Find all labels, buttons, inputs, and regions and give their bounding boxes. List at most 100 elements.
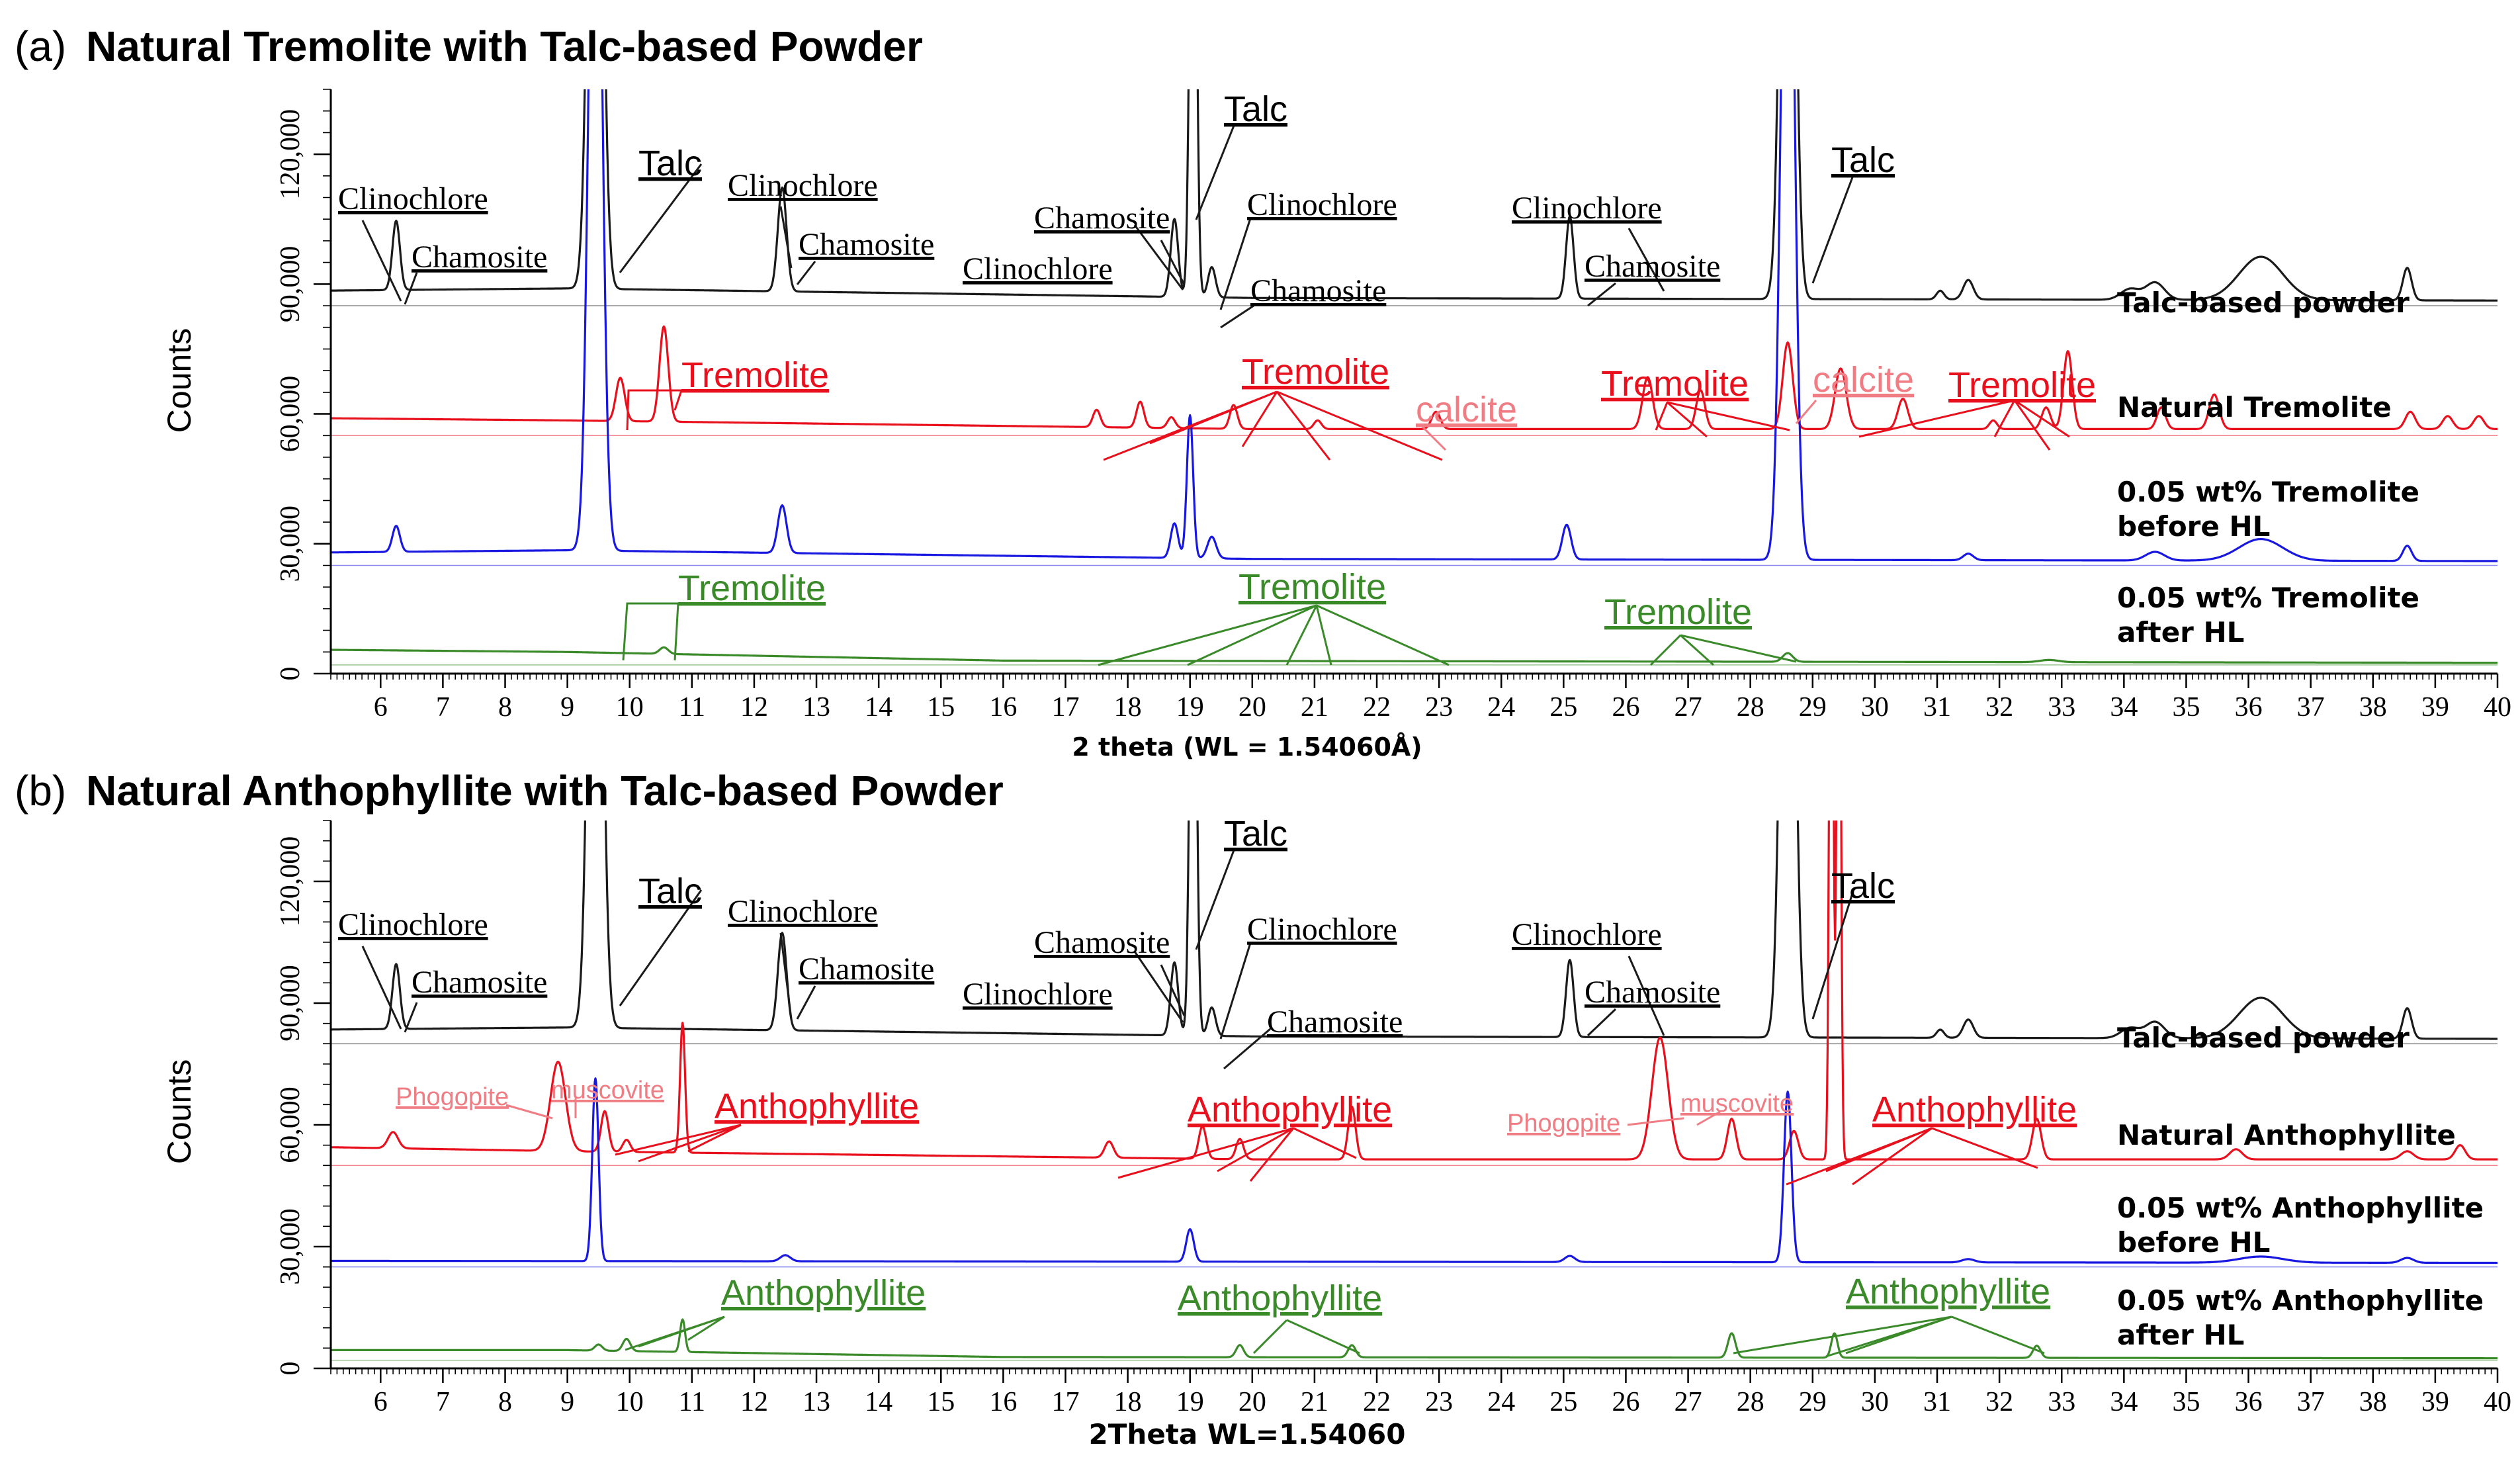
- panel-a-annotation-chamosite: Chamosite: [412, 240, 547, 275]
- panel-a-y-tick-label: 90,000: [275, 246, 306, 323]
- panel-b-green-leaders: [625, 1315, 2045, 1358]
- panel-b-annotation-chamosite: Chamosite: [1585, 975, 1720, 1010]
- panel-a-annotation-tremolite-after: Tremolite: [1238, 567, 1386, 607]
- panel-b-annotation-clinochlore: Clinochlore: [1512, 917, 1662, 952]
- panel-b-y-tick-label: 120,000: [275, 836, 306, 927]
- panel-b-x-tick-label: 13: [803, 1387, 830, 1417]
- panel-a-x-tick-label: 16: [989, 692, 1017, 723]
- panel-a-annotation-calcite: calcite: [1813, 360, 1914, 400]
- panel-a-x-tick-label: 17: [1051, 692, 1079, 723]
- panel-a-series-label-talc: Talc-based powder: [2117, 287, 2410, 319]
- panel-a-y-axis-label: Counts: [161, 328, 198, 433]
- panel-a-annotation-chamosite: Chamosite: [1250, 273, 1386, 308]
- panel-a: (a) Natural Tremolite with Talc-based Po…: [15, 22, 2511, 762]
- panel-a-x-tick-label: 26: [1612, 692, 1639, 723]
- panel-b-red-leaders: [615, 1124, 2038, 1186]
- panel-b-y-tick-label: 90,000: [275, 965, 306, 1042]
- panel-a-x-tick-label: 30: [1861, 692, 1889, 723]
- panel-b-x-tick-label: 38: [2359, 1387, 2387, 1417]
- panel-b-series-0-05-wt-anthophyllite-before-hl: [331, 1077, 2498, 1264]
- panel-b-x-tick-label: 30: [1861, 1387, 1889, 1417]
- panel-a-y-tick-label: 30,000: [275, 506, 306, 582]
- panel-a-black-leaders: [361, 125, 1854, 329]
- panel-a-series: [331, 89, 2498, 666]
- panel-a-annotation-clinochlore: Clinochlore: [728, 168, 878, 203]
- panel-a-y-tick-label: 120,000: [275, 109, 306, 200]
- panel-b-annotation-phogopite: Phogopite: [396, 1083, 509, 1111]
- panel-b-series-label-before-hl: 0.05 wt% Anthophyllite before HL: [2117, 1192, 2494, 1259]
- panel-b-x-tick-label: 26: [1612, 1387, 1639, 1417]
- panel-b-x-tick-label: 23: [1425, 1387, 1453, 1417]
- panel-a-x-tick-label: 13: [803, 692, 830, 723]
- panel-b-x-tick-label: 31: [1923, 1387, 1951, 1417]
- panel-a-y-minor-ticks: [323, 89, 331, 674]
- panel-a-x-tick-label: 38: [2359, 692, 2387, 723]
- panel-b-series-0-05-wt-anthophyllite-after-hl: [331, 1318, 2498, 1360]
- panel-b-x-tick-label: 21: [1301, 1387, 1328, 1417]
- panel-a-annotation-talc: Talc: [1224, 89, 1287, 129]
- panel-b-annotation-clinochlore: Clinochlore: [1247, 912, 1397, 947]
- panel-a-annotation-tremolite: Tremolite: [1601, 364, 1749, 404]
- panel-b-title: Natural Anthophyllite with Talc-based Po…: [86, 767, 1004, 815]
- panel-b-x-tick-label: 22: [1363, 1387, 1391, 1417]
- panel-b-annotation-anthophyllite-after: Anthophyllite: [721, 1273, 926, 1313]
- panel-a-calcite-leaders: [1421, 400, 1817, 451]
- panel-a-annotation-chamosite: Chamosite: [799, 227, 934, 262]
- panel-a-annotation-clinochlore: Clinochlore: [963, 251, 1113, 287]
- panel-b-annotation-chamosite: Chamosite: [412, 965, 547, 1000]
- panel-b-annotation-anthophyllite-after: Anthophyllite: [1178, 1278, 1382, 1318]
- panel-b-annotation-clinochlore: Clinochlore: [963, 977, 1113, 1012]
- panel-a-label: (a): [15, 22, 66, 70]
- panel-b-annotation-anthophyllite: Anthophyllite: [1188, 1090, 1392, 1130]
- panel-b-series: [331, 820, 2498, 1361]
- panel-b-annotation-chamosite: Chamosite: [799, 952, 934, 987]
- panel-a-title: Natural Tremolite with Talc-based Powder: [86, 22, 923, 70]
- panel-b-x-tick-label: 37: [2297, 1387, 2325, 1417]
- panel-b-x-tick-label: 28: [1737, 1387, 1764, 1417]
- panel-a-x-tick-label: 27: [1674, 692, 1702, 723]
- panel-a-annotation-tremolite: Tremolite: [681, 355, 829, 395]
- panel-a-plot: 6 7 8 9 10 11 12 13 14 15 16 17 18 19 20 21 22 23 24 25 26 27…: [275, 89, 2511, 723]
- panel-a-series-0-05-wt-tremolite-before-hl: [331, 89, 2498, 562]
- panel-b-x-tick-label: 24: [1487, 1387, 1515, 1417]
- panel-a-x-tick-label: 32: [1985, 692, 2013, 723]
- panel-b-x-tick-label: 39: [2421, 1387, 2449, 1417]
- panel-b-annotation-talc: Talc: [638, 871, 702, 911]
- panel-a-x-tick-label: 35: [2172, 692, 2200, 723]
- panel-b-x-axis-label: 2Theta WL=1.54060: [1089, 1418, 1406, 1450]
- panel-a-x-tick-label: 36: [2235, 692, 2263, 723]
- panel-b-x-tick-label: 32: [1985, 1387, 2013, 1417]
- panel-b-annotation-anthophyllite: Anthophyllite: [715, 1086, 919, 1126]
- panel-b-y-axis-label: Counts: [161, 1059, 198, 1164]
- panel-b-x-tick-label: 36: [2235, 1387, 2263, 1417]
- panel-b-axes: 6 7 8 9 10 11 12 13 14 15 16 17 18 19 20 21 22 23 24 25 26 27…: [275, 820, 2511, 1417]
- panel-b-y-tick-label: 0: [275, 1362, 306, 1376]
- panel-a-series-natural-tremolite: [331, 325, 2498, 430]
- panel-b-plot: 6 7 8 9 10 11 12 13 14 15 16 17 18 19 20 21 22 23 24 25 26 27…: [275, 820, 2511, 1417]
- panel-b-annotation-phogopite: Phogopite: [1507, 1110, 1620, 1137]
- panel-a-x-tick-label: 40: [2484, 692, 2511, 723]
- panel-a-annotation-tremolite: Tremolite: [1948, 365, 2096, 405]
- panel-a-x-tick-label: 37: [2297, 692, 2325, 723]
- panel-a-series-0-05-wt-tremolite-after-hl: [331, 646, 2498, 664]
- panel-b-series-natural-anthophyllite: [331, 820, 2498, 1161]
- panel-a-annotation-tremolite: Tremolite: [1242, 352, 1389, 392]
- panel-b-x-tick-label: 34: [2110, 1387, 2138, 1417]
- panel-b-y-tick-label: 60,000: [275, 1086, 306, 1163]
- panel-a-x-tick-label: 29: [1799, 692, 1827, 723]
- panel-a-green-leaders: [622, 602, 1797, 666]
- panel-b-x-tick-label: 8: [498, 1387, 512, 1417]
- panel-b-annotation-talc: Talc: [1224, 814, 1287, 854]
- panel-b-annotation-anthophyllite: Anthophyllite: [1872, 1090, 2077, 1130]
- panel-b-annotation-chamosite: Chamosite: [1267, 1004, 1403, 1040]
- panel-b-annotation-clinochlore: Clinochlore: [338, 907, 488, 942]
- panel-b-x-tick-label: 9: [560, 1387, 574, 1417]
- panel-a-annotation-clinochlore: Clinochlore: [1247, 187, 1397, 222]
- panel-a-x-tick-label: 15: [927, 692, 955, 723]
- panel-a-annotation-chamosite: Chamosite: [1585, 249, 1720, 284]
- panel-b-annotation-muscovite: muscovite: [551, 1077, 664, 1104]
- panel-a-x-tick-label: 11: [679, 692, 705, 723]
- panel-b-x-tick-label: 40: [2484, 1387, 2511, 1417]
- panel-b-black-leaders: [361, 850, 1854, 1070]
